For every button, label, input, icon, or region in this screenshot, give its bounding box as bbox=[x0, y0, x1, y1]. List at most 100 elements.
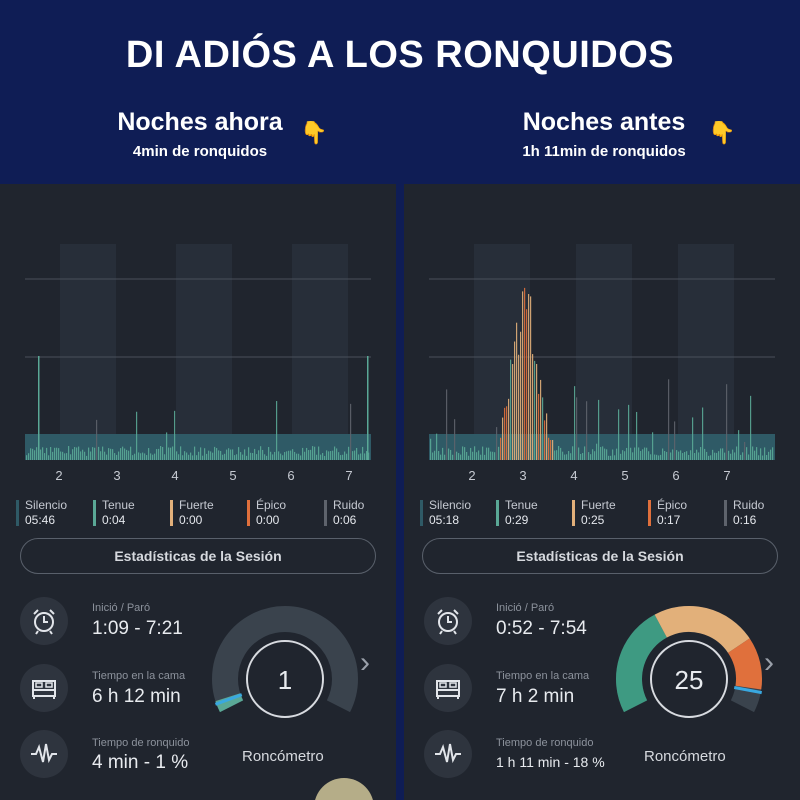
legend-swatch bbox=[93, 500, 96, 526]
sound-bar bbox=[144, 453, 146, 460]
sound-bar bbox=[626, 447, 628, 460]
sound-bar bbox=[254, 448, 256, 460]
bed-time-label: Tiempo en la cama bbox=[496, 670, 590, 682]
meter-segment bbox=[727, 638, 762, 690]
sound-bar bbox=[188, 454, 190, 460]
bed-icon bbox=[424, 664, 472, 712]
legend-swatch bbox=[420, 500, 423, 526]
sound-bar bbox=[644, 447, 646, 460]
sound-bar bbox=[74, 447, 76, 460]
hour-tick: 4 bbox=[171, 468, 179, 483]
sound-bar bbox=[292, 449, 294, 460]
legend-swatch bbox=[247, 500, 250, 526]
sound-bar bbox=[730, 453, 732, 460]
sound-bar bbox=[276, 401, 278, 460]
page-title: DI ADIÓS A LOS RONQUIDOS bbox=[125, 34, 675, 76]
sound-bar bbox=[102, 446, 104, 460]
sound-bar bbox=[196, 455, 198, 460]
sound-bar bbox=[678, 451, 680, 460]
sound-bar bbox=[580, 453, 582, 460]
sound-bar bbox=[80, 451, 82, 460]
sound-bar bbox=[118, 451, 120, 460]
sound-bar bbox=[286, 451, 288, 460]
sound-bar bbox=[740, 454, 742, 460]
sound-bar bbox=[278, 451, 280, 460]
next-chevron-icon[interactable]: › bbox=[360, 646, 370, 679]
sound-bar bbox=[332, 450, 334, 460]
next-chevron-icon[interactable]: › bbox=[764, 646, 774, 679]
sound-bar bbox=[134, 453, 136, 460]
session-stats-button[interactable]: Estadísticas de la Sesión bbox=[20, 538, 376, 574]
legend-swatch bbox=[572, 500, 575, 526]
sound-bar bbox=[256, 454, 258, 460]
sound-bar bbox=[330, 451, 332, 460]
sound-bar bbox=[460, 454, 462, 460]
legend-name: Tenue bbox=[505, 498, 538, 512]
sound-bar bbox=[682, 453, 684, 460]
sound-bar bbox=[586, 401, 588, 460]
sound-bar bbox=[608, 455, 610, 460]
sound-bar bbox=[676, 450, 678, 460]
sound-bar bbox=[260, 446, 262, 460]
sound-bar bbox=[532, 354, 534, 460]
sound-bar bbox=[362, 446, 364, 460]
snore-time-label: Tiempo de ronquido bbox=[496, 737, 594, 749]
sound-bar bbox=[352, 451, 354, 460]
sound-bar bbox=[732, 449, 734, 460]
sound-bar bbox=[466, 451, 468, 460]
sound-bar bbox=[646, 447, 648, 460]
sound-bar bbox=[108, 448, 110, 460]
sound-bar bbox=[354, 450, 356, 460]
sound-bar bbox=[158, 448, 160, 460]
sound-bar bbox=[302, 447, 304, 460]
legend-value: 0:17 bbox=[657, 513, 681, 527]
sound-bar bbox=[652, 432, 654, 460]
sound-bar bbox=[492, 451, 494, 460]
sound-bar bbox=[546, 413, 548, 460]
sound-bar bbox=[660, 454, 662, 460]
sound-bar bbox=[576, 397, 578, 460]
right-sound-chart bbox=[429, 244, 775, 460]
sound-bar bbox=[96, 419, 98, 460]
sound-bar bbox=[440, 454, 442, 460]
sound-bar bbox=[48, 455, 50, 460]
sound-bar bbox=[220, 450, 222, 460]
sound-bar bbox=[494, 452, 496, 460]
sound-bar bbox=[664, 451, 666, 460]
sound-bar bbox=[236, 454, 238, 460]
sound-bar bbox=[326, 450, 328, 460]
sound-bar bbox=[218, 450, 220, 460]
sound-bar bbox=[766, 454, 768, 460]
legend-name: Tenue bbox=[102, 498, 135, 512]
sound-bar bbox=[324, 455, 326, 460]
sound-bar bbox=[122, 446, 124, 460]
sound-bar bbox=[656, 454, 658, 460]
sound-bar bbox=[712, 449, 714, 460]
sound-bar bbox=[322, 452, 324, 460]
sound-bar bbox=[350, 403, 352, 460]
sound-bar bbox=[540, 379, 542, 460]
sound-bar bbox=[272, 454, 274, 460]
sound-bar bbox=[508, 398, 510, 460]
sound-bar bbox=[186, 452, 188, 460]
sound-bar bbox=[488, 447, 490, 460]
sound-bar bbox=[750, 395, 752, 460]
legend-value: 0:06 bbox=[333, 513, 357, 527]
hour-band bbox=[678, 244, 734, 460]
sound-bar bbox=[66, 453, 68, 460]
bottom-action-button[interactable] bbox=[314, 778, 374, 800]
right-snore-meter: 25 bbox=[616, 606, 763, 718]
sound-bar bbox=[470, 447, 472, 460]
sound-bar bbox=[240, 452, 242, 460]
sound-bar bbox=[58, 448, 60, 460]
sound-bar bbox=[518, 354, 520, 460]
sound-bar bbox=[202, 455, 204, 460]
sound-bar bbox=[570, 453, 572, 460]
sound-bar bbox=[468, 455, 470, 460]
sound-bar bbox=[316, 454, 318, 460]
sound-bar bbox=[762, 455, 764, 460]
bed-time-value: 7 h 2 min bbox=[496, 686, 575, 707]
session-stats-button[interactable]: Estadísticas de la Sesión bbox=[422, 538, 778, 574]
sound-bar bbox=[720, 448, 722, 460]
meter-segment bbox=[215, 692, 244, 713]
